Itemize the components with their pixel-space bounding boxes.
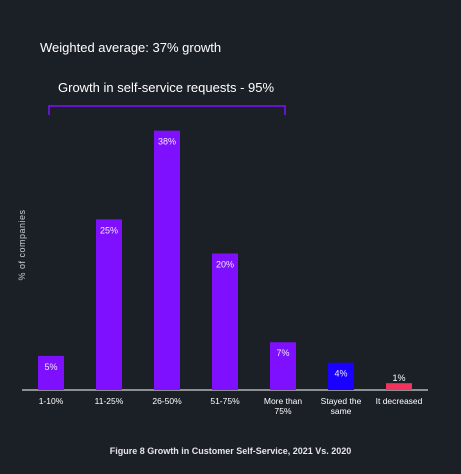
growth-bracket (48, 105, 286, 115)
weighted-average-annotation: Weighted average: 37% growth (40, 40, 222, 55)
figure-caption: Figure 8 Growth in Customer Self-Service… (109, 446, 352, 456)
bar-3 (154, 130, 180, 390)
category-label-3: 26-50% (152, 396, 182, 406)
category-label-1: 1-10% (39, 396, 64, 406)
bar-2 (96, 219, 122, 390)
y-axis-label: % of companies (17, 209, 27, 281)
value-label-1: 5% (44, 362, 57, 372)
value-label-6: 4% (334, 369, 347, 379)
bar-6 (328, 362, 354, 390)
value-label-5: 7% (276, 348, 289, 358)
value-label-4: 20% (216, 260, 234, 270)
value-label-2: 25% (100, 225, 118, 235)
value-label-7: 1% (392, 373, 405, 383)
category-label-5: More than 75% (264, 396, 303, 416)
category-label-2: 11-25% (95, 396, 124, 406)
bar-1 (38, 355, 64, 390)
growth-requests-annotation: Growth in self-service requests - 95% (58, 80, 275, 95)
bar-4 (212, 253, 238, 390)
category-label-7: It decreased (376, 396, 423, 406)
category-label-6: Stayed the same (321, 396, 362, 416)
bar-7 (386, 383, 412, 390)
value-label-3: 38% (158, 137, 176, 147)
bar-5 (270, 342, 296, 390)
category-label-4: 51-75% (210, 396, 240, 406)
